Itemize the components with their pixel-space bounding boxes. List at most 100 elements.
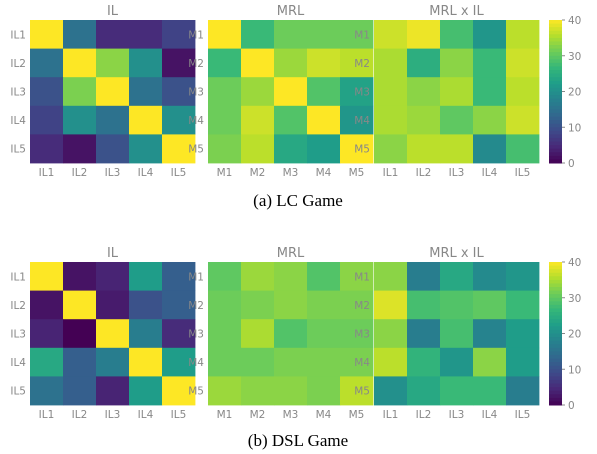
heatmap-cell: [162, 48, 196, 78]
colorbar-segment: [549, 340, 562, 345]
colorbar-segment: [549, 315, 562, 320]
row-tick-label: IL5: [10, 386, 26, 398]
heatmap-cell: [307, 376, 341, 406]
heatmap-cell: [407, 48, 441, 78]
col-tick-label: IL3: [105, 167, 121, 179]
colorbar-segment: [549, 152, 562, 157]
heatmap-panel-4: IL IL1 IL2 IL3 IL4 IL5 IL1 IL2 IL3 IL4 IL5: [10, 246, 196, 421]
colorbar-segment: [549, 269, 562, 274]
heatmap-cell: [340, 105, 374, 135]
heatmap-cell: [63, 48, 97, 78]
col-tick-label: IL3: [449, 167, 465, 179]
heatmap-cell: [208, 20, 242, 49]
heatmap-title: MRL x IL: [429, 4, 484, 19]
colorbar-segment: [549, 45, 562, 50]
heatmap-cell: [241, 48, 275, 78]
heatmap-cell: [129, 48, 163, 78]
colorbar-segment: [549, 387, 562, 392]
heatmap-cell: [30, 319, 64, 349]
heatmap-cell: [208, 262, 242, 291]
heatmap-cell: [241, 262, 275, 291]
heatmap-cell: [162, 376, 196, 406]
heatmap-cell: [274, 376, 308, 406]
heatmap-cell: [162, 77, 196, 107]
colorbar-segment: [549, 297, 562, 302]
row-tick-label: M2: [188, 58, 204, 70]
heatmap-cell: [340, 20, 374, 49]
heatmap-cell: [96, 77, 130, 107]
colorbar-segment: [549, 55, 562, 60]
colorbar-segment: [549, 59, 562, 64]
heatmap-cell: [506, 77, 540, 107]
heatmap-cell: [407, 77, 441, 107]
heatmap-cell: [506, 105, 540, 135]
colorbar-segment: [549, 52, 562, 57]
heatmap-cell: [241, 20, 275, 49]
heatmap-cell: [129, 20, 163, 49]
heatmap-cell: [473, 48, 507, 78]
colorbar-segment: [549, 95, 562, 100]
heatmap-cell: [374, 376, 408, 406]
heatmap-cell: [96, 20, 130, 49]
heatmap-cell: [274, 290, 308, 320]
colorbar-segment: [549, 376, 562, 381]
heatmap-cell: [30, 290, 64, 320]
col-tick-label: IL3: [449, 409, 465, 421]
colorbar-segment: [549, 319, 562, 324]
heatmap-cell: [440, 134, 474, 164]
heatmap-cell: [129, 77, 163, 107]
heatmap-cell: [374, 262, 408, 291]
colorbar-segment: [549, 102, 562, 107]
colorbar-segment: [549, 80, 562, 85]
colorbar-segment: [549, 283, 562, 288]
col-tick-label: IL2: [72, 409, 88, 421]
row-tick-label: M3: [188, 329, 204, 341]
heatmap-cell: [162, 262, 196, 291]
heatmap-cell: [374, 319, 408, 349]
col-tick-label: IL4: [138, 409, 154, 421]
colorbar-tick-label: 0: [568, 158, 575, 170]
heatmap-cell: [274, 319, 308, 349]
heatmap-cell: [63, 105, 97, 135]
heatmap-cell: [162, 134, 196, 164]
heatmap-cell: [307, 319, 341, 349]
colorbar-tick-label: 20: [568, 87, 581, 99]
colorbar-segment: [549, 20, 562, 25]
colorbar-segment: [549, 322, 562, 327]
colorbar-segment: [549, 326, 562, 331]
heatmap-cell: [473, 262, 507, 291]
colorbar-segment: [549, 159, 562, 164]
colorbar-segment: [549, 123, 562, 128]
colorbar-segment: [549, 272, 562, 277]
col-tick-label: IL5: [515, 409, 531, 421]
heatmap-cell: [241, 347, 275, 377]
heatmap-cell: [162, 347, 196, 377]
heatmap-cell: [208, 319, 242, 349]
col-tick-label: IL4: [482, 409, 498, 421]
heatmap-cell: [63, 20, 97, 49]
heatmap-cell: [440, 319, 474, 349]
heatmap-cell: [407, 347, 441, 377]
colorbar-segment: [549, 112, 562, 118]
colorbar-segment: [549, 347, 562, 352]
heatmap-cell: [307, 347, 341, 377]
colorbar-1: 0 10 20 30 40: [549, 15, 581, 170]
colorbar-segment: [549, 337, 562, 342]
colorbar-segment: [549, 401, 562, 406]
heatmap-cell: [96, 105, 130, 135]
colorbar-segment: [549, 41, 562, 46]
colorbar-segment: [549, 134, 562, 139]
heatmap-cell: [340, 319, 374, 349]
row-tick-label: M5: [354, 144, 370, 156]
heatmap-cell: [30, 48, 64, 78]
row-tick-label: IL2: [10, 58, 26, 70]
heatmap-cell: [473, 77, 507, 107]
row-tick-label: M1: [354, 29, 370, 41]
colorbar-segment: [549, 369, 562, 374]
colorbar-segment: [549, 308, 562, 313]
col-tick-label: IL4: [482, 167, 498, 179]
colorbar-segment: [549, 30, 562, 35]
colorbar-segment: [549, 48, 562, 53]
heatmap-cell: [274, 48, 308, 78]
heatmap-cell: [30, 105, 64, 135]
